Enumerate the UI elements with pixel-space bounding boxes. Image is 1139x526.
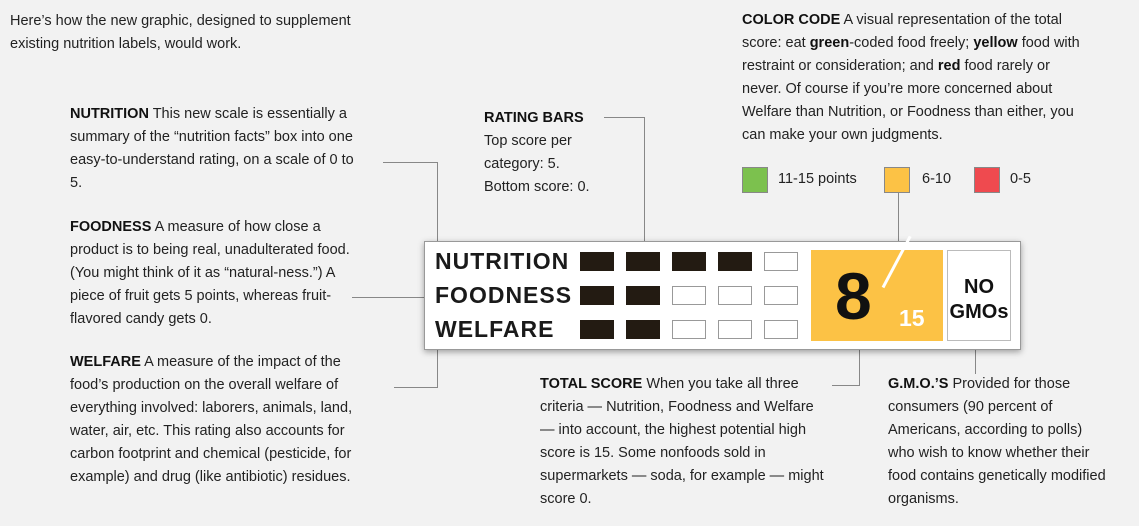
foodness-note-heading: FOODNESS <box>70 219 152 235</box>
total-score-note: TOTAL SCORE When you take all three crit… <box>540 376 824 507</box>
welfare-leader-h <box>394 387 438 388</box>
nutrition-note-heading: NUTRITION <box>70 106 149 122</box>
gmo-note: G.M.O.’S Provided for those consumers (9… <box>888 376 1106 507</box>
color-code-leader <box>898 193 899 257</box>
nutrition-leader-h <box>383 162 438 163</box>
total-score-value: 8 <box>835 259 872 333</box>
rating-bars-note: RATING BARS Top score per category: 5. B… <box>484 110 590 195</box>
score-slash <box>881 235 912 289</box>
legend-swatch-red <box>974 167 1000 193</box>
gmo-text-line2: GMOs <box>949 301 1009 323</box>
legend-label-yellow: 6-10 <box>922 171 952 187</box>
category-nutrition: NUTRITION <box>435 248 570 274</box>
total-score-max: 15 <box>899 305 925 331</box>
rating-bar-nutrition-1 <box>580 252 614 271</box>
gmo-leader <box>975 348 976 374</box>
total-score-panel: 8 15 <box>811 235 943 341</box>
legend-swatch-yellow <box>884 167 910 193</box>
gmo-text-line1: NO <box>964 276 994 298</box>
rating-bars-leader-v <box>644 117 645 251</box>
color-code-note-heading: COLOR CODE <box>742 12 841 28</box>
gmo-panel: NO GMOs <box>947 250 1011 341</box>
gmo-note-heading: G.M.O.’S <box>888 376 949 392</box>
rating-bar-welfare-3 <box>672 320 706 339</box>
legend-label-red: 0-5 <box>1010 171 1031 187</box>
rating-bar-welfare-4 <box>718 320 752 339</box>
rating-bar-nutrition-2 <box>626 252 660 271</box>
color-code-note: COLOR CODE A visual representation of th… <box>742 12 1080 143</box>
total-score-note-heading: TOTAL SCORE <box>540 376 643 392</box>
rating-bar-nutrition-4 <box>718 252 752 271</box>
category-foodness: FOODNESS <box>435 282 573 308</box>
nutrition-leader-v <box>437 162 438 242</box>
welfare-leader-v <box>437 348 438 388</box>
rating-bar-nutrition-5 <box>764 252 798 271</box>
legend-label-green: 11-15 points <box>778 171 857 187</box>
rating-bar-welfare-2 <box>626 320 660 339</box>
category-welfare: WELFARE <box>435 316 555 342</box>
welfare-note-heading: WELFARE <box>70 354 141 370</box>
rating-bars-leader-h <box>604 117 645 118</box>
welfare-note: WELFARE A measure of the impact of the f… <box>70 354 353 485</box>
intro-text: Here’s how the new graphic, designed to … <box>10 13 351 52</box>
total-score-leader-v <box>859 348 860 386</box>
rating-bar-foodness-2 <box>626 286 660 305</box>
nutrition-note: NUTRITION This new scale is essentially … <box>70 106 354 191</box>
legend-swatch-green <box>742 167 768 193</box>
rating-bar-foodness-4 <box>718 286 752 305</box>
nutrition-label-graphic: NUTRITION FOODNESS WELFARE 8 15 NO GMOs <box>424 235 1021 350</box>
total-score-leader-h <box>832 385 860 386</box>
rating-bar-foodness-5 <box>764 286 798 305</box>
rating-bar-foodness-1 <box>580 286 614 305</box>
rating-bar-foodness-3 <box>672 286 706 305</box>
foodness-leader <box>352 297 425 298</box>
foodness-note: FOODNESS A measure of how close a produc… <box>70 219 350 327</box>
rating-bar-welfare-1 <box>580 320 614 339</box>
rating-bar-nutrition-3 <box>672 252 706 271</box>
rating-bar-welfare-5 <box>764 320 798 339</box>
rating-bars-note-heading: RATING BARS <box>484 110 584 126</box>
